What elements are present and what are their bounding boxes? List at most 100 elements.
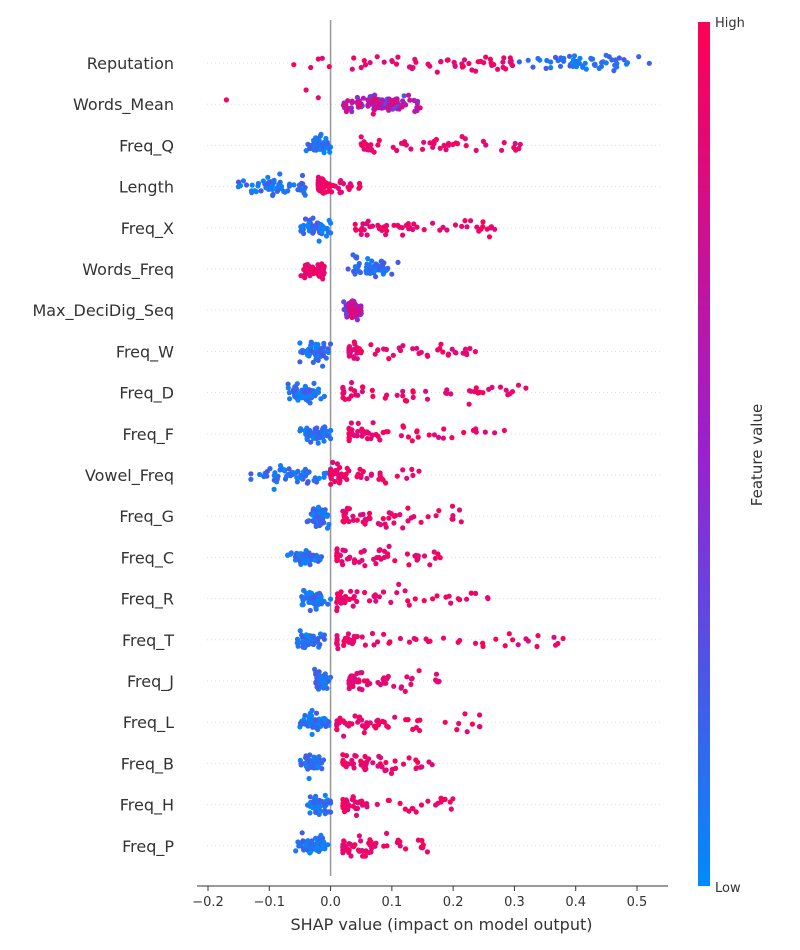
data-point — [385, 553, 391, 559]
data-point — [577, 55, 583, 62]
data-point — [382, 521, 388, 527]
data-point — [445, 351, 452, 357]
data-point — [312, 557, 318, 563]
data-point — [488, 224, 494, 230]
data-point — [444, 227, 450, 233]
data-point — [365, 256, 371, 262]
data-point — [415, 98, 421, 104]
feature-label: Freq_P — [122, 837, 174, 857]
data-point — [421, 139, 427, 145]
feature-label: Freq_L — [123, 713, 174, 733]
data-point — [322, 716, 328, 722]
data-point — [364, 475, 370, 482]
data-point — [366, 598, 373, 604]
data-point — [433, 513, 439, 519]
data-point — [313, 523, 319, 530]
data-point — [325, 229, 331, 235]
data-point — [350, 252, 356, 258]
data-point — [358, 474, 364, 480]
data-point — [449, 503, 456, 509]
data-point — [297, 340, 303, 346]
data-point — [400, 393, 406, 399]
data-point — [469, 721, 475, 727]
data-point — [341, 839, 347, 845]
data-point — [410, 346, 416, 352]
data-point — [391, 100, 397, 106]
data-point — [480, 219, 486, 225]
data-point — [315, 353, 321, 359]
data-point — [354, 255, 360, 261]
feature-label: Words_Freq — [82, 260, 174, 280]
data-point — [252, 188, 258, 194]
data-point — [505, 392, 511, 398]
data-point — [443, 147, 449, 153]
data-point — [347, 181, 353, 187]
data-point — [414, 345, 420, 351]
data-point — [341, 762, 348, 768]
data-point — [286, 466, 292, 472]
data-point — [310, 215, 316, 221]
data-point — [344, 505, 350, 511]
data-point — [311, 147, 317, 153]
data-point — [300, 596, 306, 603]
data-point — [339, 559, 345, 565]
data-point — [367, 60, 373, 66]
data-point — [394, 473, 400, 479]
data-point — [362, 589, 368, 596]
data-point — [530, 64, 536, 70]
data-point — [553, 642, 559, 648]
data-point — [351, 355, 357, 361]
data-point — [295, 468, 301, 474]
data-point — [359, 687, 365, 693]
data-point — [375, 520, 381, 527]
data-point — [312, 666, 318, 672]
data-point — [302, 712, 308, 719]
data-point — [400, 761, 407, 767]
data-point — [302, 644, 308, 651]
data-point — [319, 759, 325, 766]
data-point — [403, 846, 409, 852]
data-point — [423, 388, 429, 394]
data-point — [413, 636, 419, 643]
data-point — [297, 187, 303, 193]
data-point — [317, 631, 324, 637]
data-point — [377, 470, 383, 476]
data-point — [402, 588, 408, 594]
x-tick-label: 0.2 — [443, 895, 464, 910]
data-point — [398, 433, 404, 439]
data-point — [334, 640, 340, 646]
data-point — [349, 380, 355, 386]
data-point — [437, 227, 443, 233]
data-point — [352, 677, 359, 683]
data-point — [321, 632, 327, 638]
data-point — [583, 66, 589, 72]
data-point — [321, 474, 327, 480]
data-point — [375, 433, 381, 439]
data-point — [316, 590, 323, 596]
data-point — [434, 593, 440, 599]
data-point — [326, 217, 332, 223]
data-point — [291, 470, 297, 476]
data-point — [300, 846, 306, 852]
data-point — [294, 640, 300, 646]
x-tick-label: 0.1 — [382, 895, 403, 910]
data-point — [349, 761, 355, 767]
data-point — [372, 843, 378, 849]
data-point — [409, 805, 415, 811]
data-point — [403, 102, 409, 108]
data-point — [307, 562, 313, 568]
data-point — [381, 719, 387, 725]
data-point — [480, 640, 486, 646]
data-point — [372, 351, 378, 357]
data-point — [354, 517, 360, 523]
data-point — [352, 308, 358, 314]
data-point — [454, 141, 461, 147]
data-point — [456, 720, 462, 727]
data-point — [393, 61, 400, 67]
data-point — [371, 642, 377, 648]
data-point — [302, 383, 308, 389]
data-point — [340, 850, 346, 856]
data-point — [425, 514, 431, 520]
data-point — [384, 723, 390, 729]
data-point — [406, 755, 412, 761]
